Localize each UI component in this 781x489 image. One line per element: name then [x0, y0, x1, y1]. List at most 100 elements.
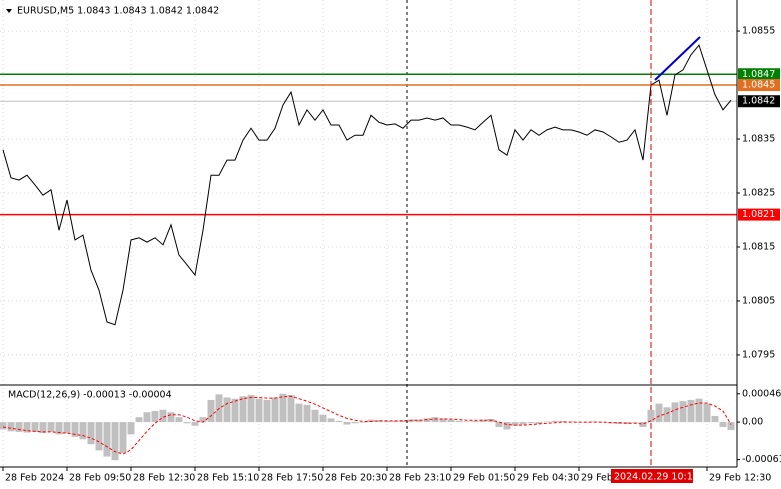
x-tick-label: 28 Feb 15:10 [197, 473, 259, 484]
x-tick-label: 28 Feb 09:50 [69, 473, 131, 484]
level-label: 1.0842 [742, 96, 775, 107]
x-tick-label: 29 Feb 04:30 [517, 473, 579, 484]
x-tick-label: 29 Feb 01:50 [453, 473, 515, 484]
level-label: 1.0847 [742, 69, 775, 80]
x-tick-label: 28 Feb 17:50 [261, 473, 323, 484]
macd-bar [95, 422, 103, 451]
y-tick-label: 1.0825 [742, 188, 775, 199]
macd-bar [343, 422, 351, 425]
macd-bar [159, 409, 167, 423]
menu-arrow[interactable] [6, 9, 12, 13]
macd-bar [295, 403, 303, 423]
macd-bar [263, 399, 271, 423]
macd-bar [519, 422, 527, 425]
price-line [2, 44, 732, 326]
macd-bar [463, 421, 471, 423]
macd-bar [151, 411, 159, 423]
macd-bar [231, 398, 239, 423]
macd-bar [143, 412, 151, 423]
macd-bar [495, 422, 503, 427]
macd-bar [167, 412, 175, 423]
macd-bar [527, 422, 535, 424]
y-tick-label: 1.0815 [742, 241, 775, 252]
y-tick-label: 1.0795 [742, 349, 775, 360]
marks [0, 0, 740, 471]
macd-bar [311, 409, 319, 423]
indicator-title: MACD(12,26,9) -0.00013 -0.00004 [8, 390, 172, 401]
macd-bar [711, 415, 719, 423]
macd-bar [7, 422, 15, 432]
macd-bar [623, 422, 631, 424]
cursor-label: 2024.02.29 10:15 [614, 472, 699, 483]
y-tick-label: 1.0835 [742, 134, 775, 145]
macd-bar [727, 422, 735, 431]
macd-bar [719, 422, 727, 427]
signal-line [2, 395, 732, 455]
macd-bar [599, 422, 607, 423]
macd-bar [287, 395, 295, 423]
macd-bar [135, 417, 143, 423]
macd-bar [703, 403, 711, 423]
macd-bar [583, 422, 591, 423]
y-tick-label: -0.00061 [742, 454, 781, 465]
cursor-label-box [611, 469, 693, 483]
macd-bar [255, 398, 263, 423]
macd-bar [23, 422, 31, 433]
x-tick-label: 28 Feb 2024 [5, 473, 64, 484]
macd-bar [511, 422, 519, 426]
macd-bar [63, 422, 71, 434]
grid [0, 0, 737, 467]
macd-bar [303, 404, 311, 423]
macd-bar [327, 418, 335, 423]
macd-bar [687, 399, 695, 423]
macd-bar [0, 422, 7, 430]
macd-bar [655, 403, 663, 423]
macd-bar [679, 401, 687, 423]
macd-bar [551, 420, 559, 423]
macd-bar [431, 417, 439, 423]
x-tick-label: 29 Feb 12:30 [709, 473, 771, 484]
macd-bar [695, 398, 703, 423]
y-tick-label: 0.00 [742, 417, 763, 428]
macd-bar [455, 420, 463, 423]
macd-bar [479, 419, 487, 423]
macd-bar [319, 414, 327, 423]
macd-bar [87, 422, 95, 445]
macd-bar [391, 420, 399, 423]
level-label: 1.0821 [742, 209, 775, 220]
macd-bar [247, 395, 255, 423]
macd-bar [631, 422, 639, 423]
macd-bar [39, 422, 47, 434]
macd-bar [423, 418, 431, 423]
macd-bar [71, 422, 79, 437]
macd-bar [191, 422, 199, 426]
macd-bar [111, 422, 119, 461]
macd-bar [415, 419, 423, 423]
macd-bar [239, 396, 247, 423]
macd-bar [471, 420, 479, 423]
macd-bar [663, 407, 671, 423]
macd-bar [359, 422, 367, 423]
level-label-box [738, 68, 780, 81]
macd-bar [79, 422, 87, 440]
macd-bar [31, 422, 39, 432]
chart-title: EURUSD,M5 1.0843 1.0843 1.0842 1.0842 [17, 6, 219, 17]
macd-bar [55, 422, 63, 435]
macd-bar [279, 393, 287, 423]
macd-bar [207, 399, 215, 423]
macd-bar [367, 419, 375, 423]
macd-bar [271, 397, 279, 423]
macd-bar [447, 419, 455, 423]
macd-bar [407, 419, 415, 423]
labels: 1.0795 1.0805 1.0815 1.0825 1.0835 1.0855 1.08… [5, 26, 781, 484]
level-label-box [738, 95, 780, 108]
y-tick-label: 0.00046 [742, 388, 781, 399]
macd-bar [647, 409, 655, 423]
macd-bar [127, 422, 135, 435]
y-tick-label: 1.0805 [742, 295, 775, 306]
x-tick-label: 28 Feb 23:10 [389, 473, 451, 484]
macd-bar [103, 422, 111, 457]
y-tick-label: 1.0855 [742, 26, 775, 37]
